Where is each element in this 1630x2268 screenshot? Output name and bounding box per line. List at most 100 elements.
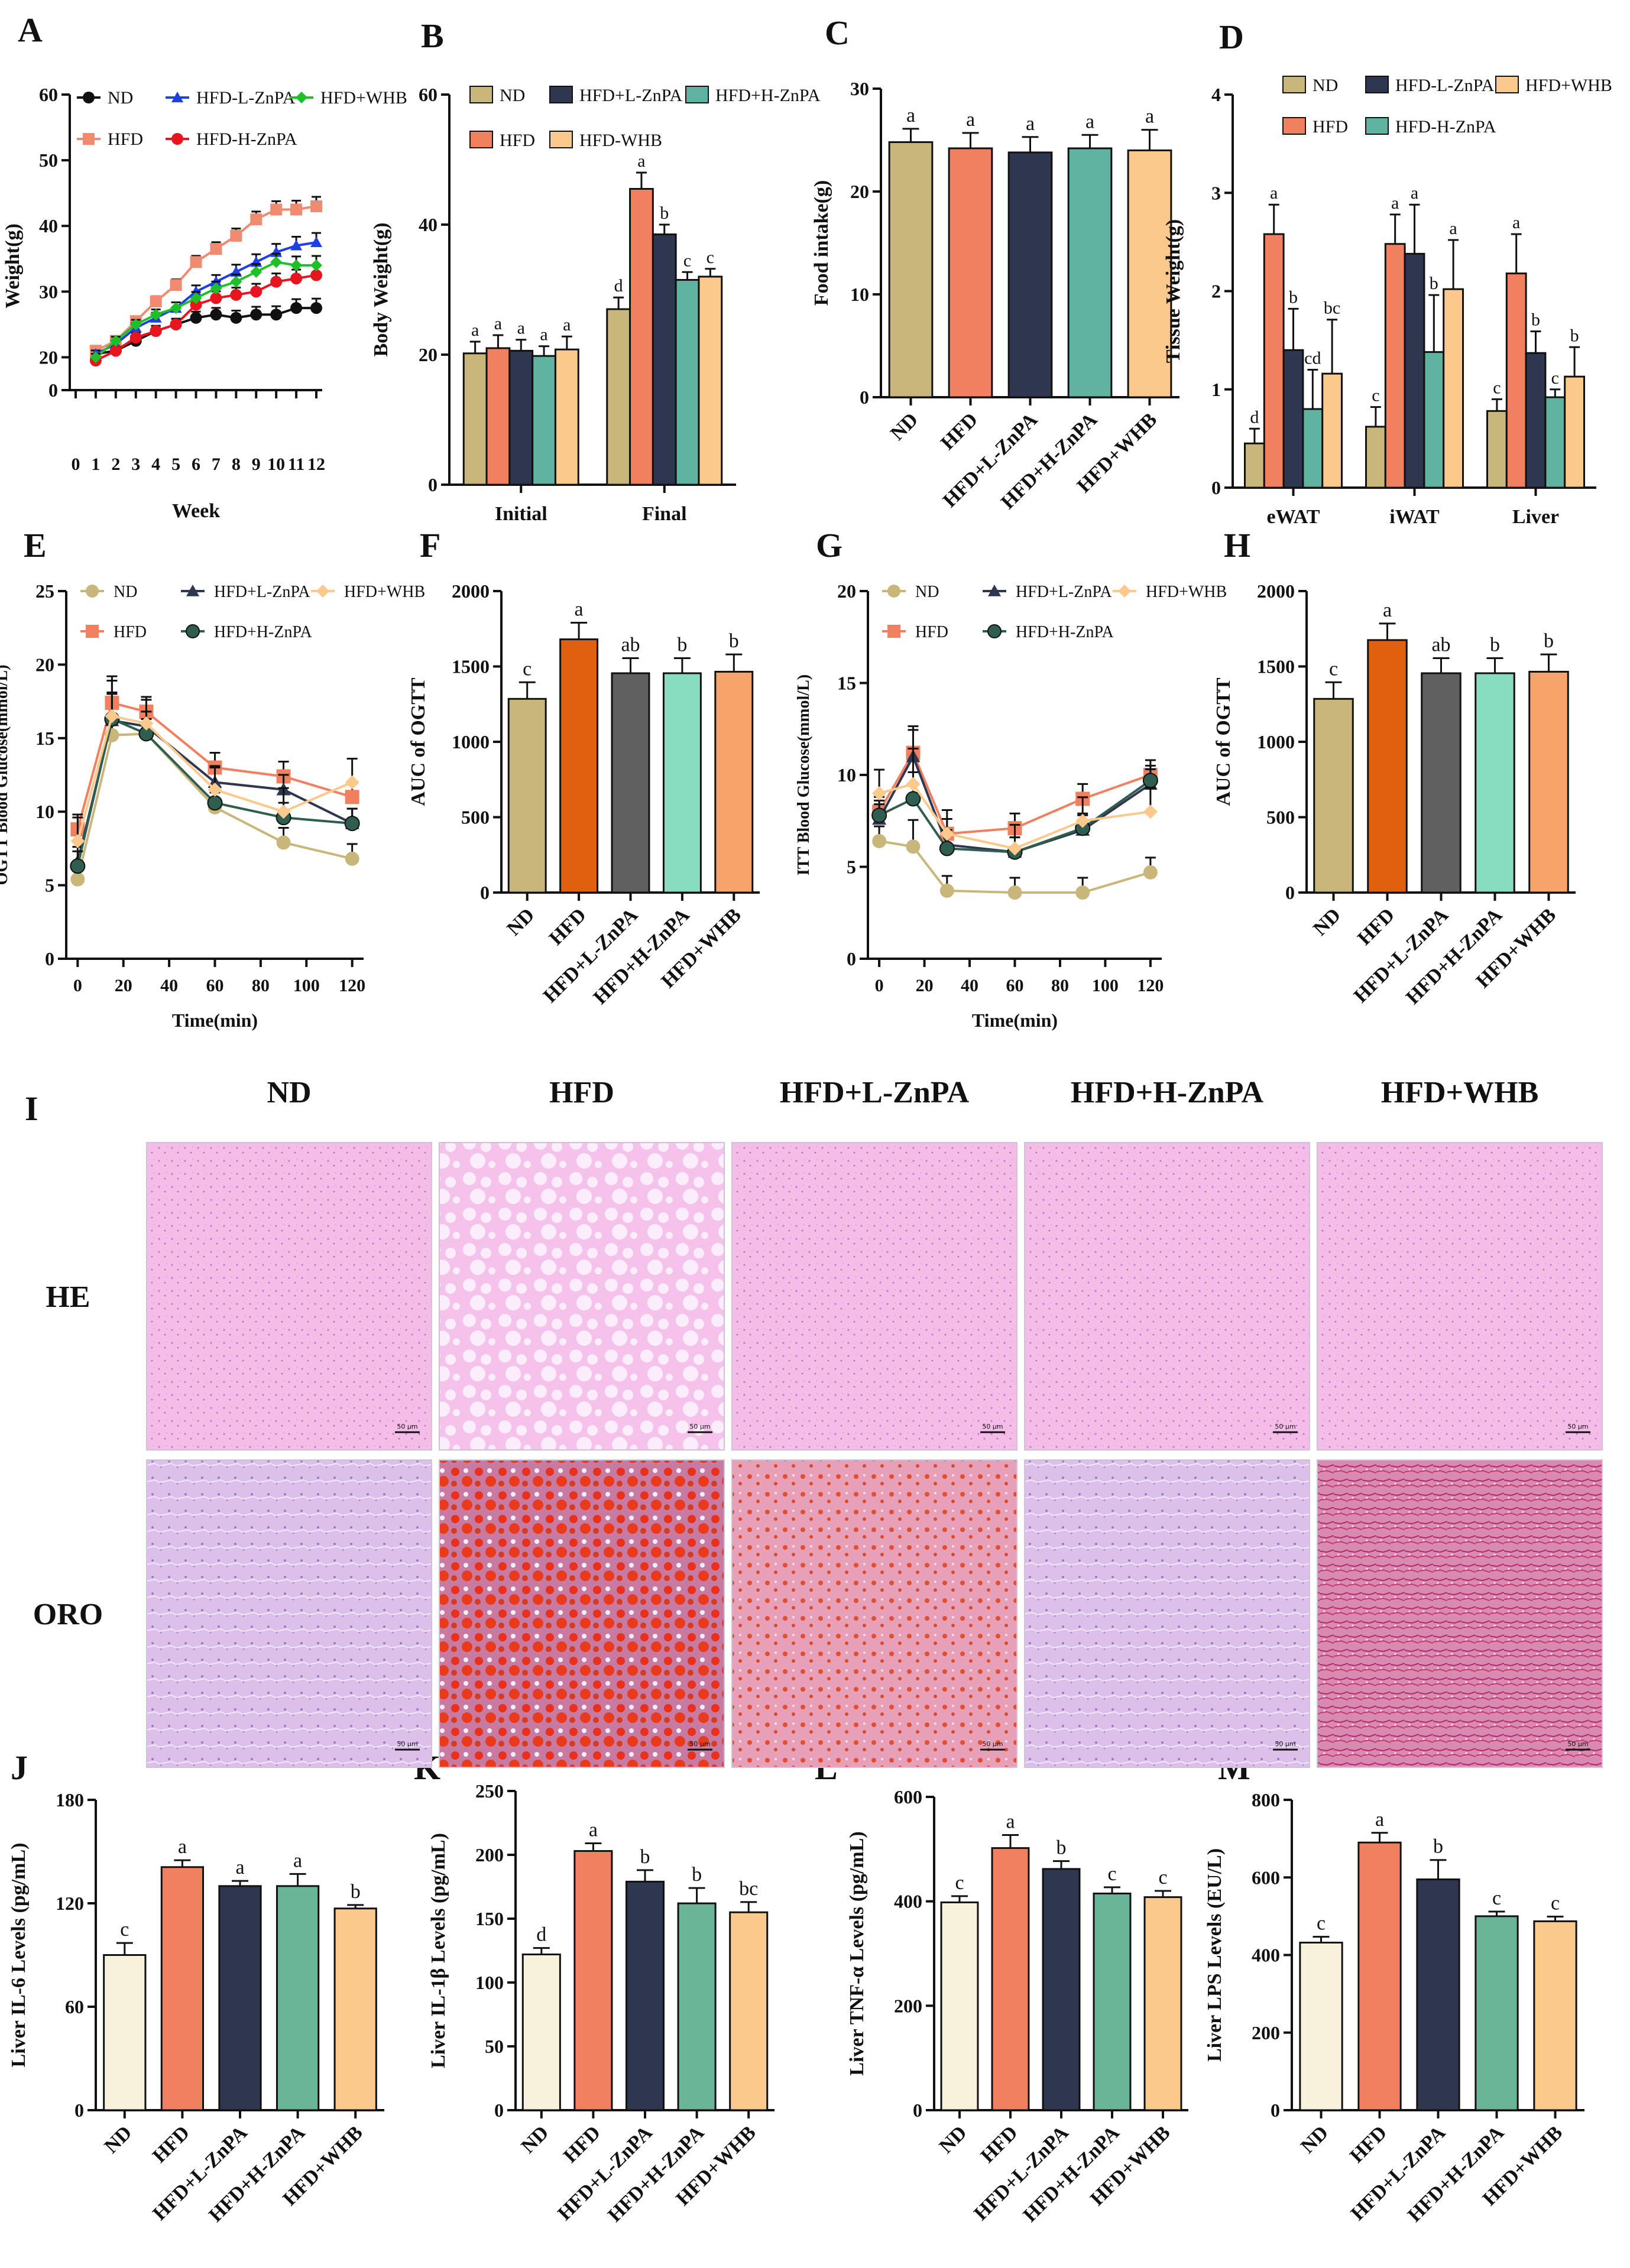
bar (1486, 410, 1508, 489)
data-point (310, 236, 322, 247)
bar (554, 348, 579, 486)
bar (103, 1954, 147, 2111)
scale-bar-label: 50 μm (982, 1740, 1003, 1748)
data-point (89, 351, 102, 364)
column-header: HFD+WHB (1381, 1076, 1539, 1109)
data-point (345, 790, 359, 804)
data-point (872, 833, 887, 848)
y-tick-label: 50 (485, 2036, 504, 2057)
data-point (250, 309, 263, 321)
data-point (129, 318, 142, 330)
significance-letter: a (1391, 193, 1399, 213)
x-axis-title: Week (172, 500, 220, 522)
y-tick-label: 0 (494, 2100, 504, 2121)
legend-label: HFD+WHB (344, 583, 425, 601)
bar (521, 1953, 561, 2111)
significance-letter: a (1383, 599, 1392, 621)
significance-letter: a (235, 1857, 244, 1878)
bar (677, 1902, 717, 2111)
bar (625, 1880, 665, 2111)
data-point (150, 325, 162, 337)
chart-H: H 0 500 1000 1500 2000 AUC of OGTT c ND a HFD ab HFD… (1213, 526, 1576, 1008)
significance-letter: bc (739, 1878, 758, 1900)
panel-label-H: H (1224, 526, 1250, 564)
y-axis-title: AUC of OGTT (1213, 677, 1234, 806)
micrograph-he (439, 1142, 725, 1451)
y-tick-label: 0 (1211, 477, 1221, 498)
scale-bar-label: 50 μm (1275, 1423, 1295, 1430)
x-tick-label: Initial (495, 503, 547, 525)
significance-letter: c (1492, 1887, 1501, 1909)
x-tick-label: 20 (115, 976, 132, 995)
x-tick-label: 20 (916, 976, 934, 995)
legend-label: HFD (114, 623, 147, 641)
bar (1302, 408, 1324, 489)
legend-swatch (1495, 76, 1519, 93)
y-axis-title: Liver IL-1β Levels (pg/mL) (427, 1833, 449, 2068)
bar (940, 1901, 979, 2111)
x-tick-label: 60 (206, 976, 224, 995)
x-tick-label: 0 (73, 976, 82, 995)
y-axis-title: Liver IL-6 Levels (pg/mL) (8, 1843, 30, 2068)
bar (1416, 1878, 1460, 2111)
y-tick-label: 30 (39, 281, 58, 302)
x-tick-label: 3 (131, 455, 140, 474)
significance-letter: d (614, 276, 623, 296)
bar (1263, 233, 1285, 489)
significance-letter: b (1433, 1836, 1443, 1858)
column-header: HFD+L-ZnPA (780, 1076, 970, 1109)
x-tick-label: 80 (1051, 976, 1069, 995)
scale-bar-label: 50 μm (397, 1740, 417, 1748)
x-tick-label: Final (642, 503, 687, 525)
data-point (70, 833, 85, 848)
data-point (310, 200, 322, 212)
data-point (1075, 813, 1090, 828)
y-tick-label: 200 (894, 1995, 922, 2016)
y-axis-title: AUC of OGTT (407, 677, 429, 806)
data-point (276, 835, 291, 850)
data-point (939, 883, 954, 898)
legend-label: HFD-L-ZnPA (1395, 76, 1495, 95)
data-point (109, 345, 122, 357)
significance-letter: a (1411, 183, 1418, 203)
column-header: ND (267, 1076, 311, 1109)
significance-letter: a (906, 105, 915, 126)
data-point (190, 256, 202, 268)
bar (714, 670, 754, 894)
chart-E: E 0 5 10 15 20 25 OGTT Blood Glucose(mmol/L) 0 20… (0, 526, 425, 1031)
data-point (86, 585, 99, 598)
series-line (878, 754, 1152, 854)
legend-label: HFD+WHB (1525, 76, 1612, 95)
significance-letter: c (523, 658, 532, 680)
data-point (210, 309, 222, 321)
micrograph-he (1317, 1142, 1603, 1451)
y-tick-label: 3 (1211, 182, 1221, 203)
micrograph-he (146, 1142, 432, 1451)
legend-label: HFD+H-ZnPA (214, 623, 312, 641)
legend: ND HFD+L-ZnPA HFD+H-ZnPA HFD HFD-WHB (469, 86, 821, 150)
data-point (310, 302, 322, 314)
x-tick-label: 5 (171, 455, 180, 474)
y-axis-title: Liver TNF-α Levels (pg/mL) (846, 1831, 868, 2075)
significance-letter: b (729, 630, 739, 652)
x-axis-title: Time(min) (172, 1010, 258, 1031)
data-point (150, 309, 162, 321)
legend-swatch (685, 86, 709, 103)
y-tick-label: 0 (1285, 882, 1295, 903)
data-point (170, 302, 182, 314)
y-tick-label: 2000 (1257, 580, 1295, 602)
y-axis-title: Body Weight(g) (370, 222, 392, 356)
y-axis-title: Tissue Weight(g) (1162, 219, 1184, 363)
bar (1093, 1892, 1132, 2111)
data-point (872, 786, 887, 801)
x-tick-label: 12 (307, 455, 325, 474)
data-point (1142, 773, 1158, 789)
significance-letter: a (1449, 219, 1457, 238)
data-point (150, 296, 162, 307)
significance-letter: b (1570, 326, 1579, 345)
data-point (170, 279, 182, 291)
legend-label: ND (915, 583, 939, 601)
bar (729, 1911, 769, 2111)
